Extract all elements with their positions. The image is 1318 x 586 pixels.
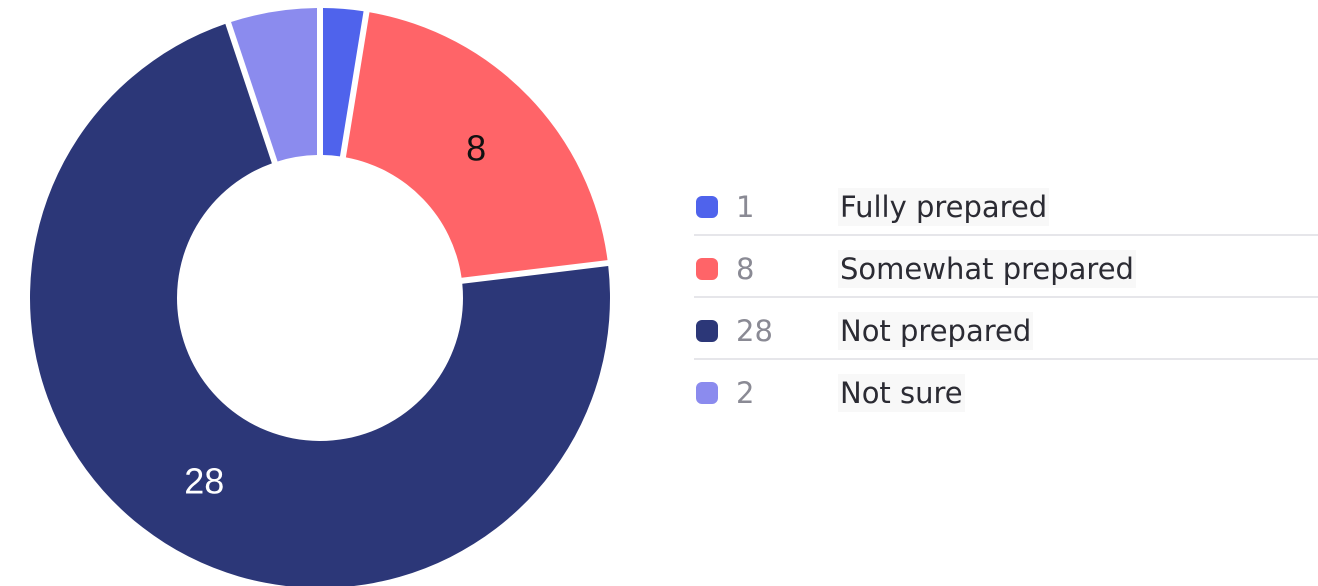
donut-slice-not-prepared[interactable] <box>30 23 610 586</box>
legend-value: 8 <box>736 252 755 286</box>
donut-slice-somewhat-prepared[interactable] <box>345 12 608 278</box>
legend-value: 2 <box>736 376 755 410</box>
legend-item-somewhat-prepared[interactable]: 8 Somewhat prepared <box>694 236 1318 298</box>
legend-label: Not sure <box>838 374 965 412</box>
slice-data-label: 8 <box>466 128 486 169</box>
legend-swatch <box>696 382 718 404</box>
legend-swatch <box>696 320 718 342</box>
legend-item-fully-prepared[interactable]: 1 Fully prepared <box>694 174 1318 236</box>
donut-slice-fully-prepared[interactable] <box>322 8 364 157</box>
legend-swatch <box>696 196 718 218</box>
legend-item-not-prepared[interactable]: 28 Not prepared <box>694 298 1318 360</box>
slice-data-label: 28 <box>184 460 224 501</box>
legend-label: Not prepared <box>838 312 1034 350</box>
legend-label: Somewhat prepared <box>838 250 1136 288</box>
chart-legend: 1 Fully prepared 8 Somewhat prepared 28 … <box>694 174 1318 422</box>
legend-value: 28 <box>736 314 773 348</box>
legend-swatch <box>696 258 718 280</box>
donut-chart: 8 28 <box>30 8 610 586</box>
legend-label: Fully prepared <box>838 188 1050 226</box>
legend-value: 1 <box>736 190 755 224</box>
donut-slice-not-sure[interactable] <box>231 8 318 162</box>
legend-item-not-sure[interactable]: 2 Not sure <box>694 360 1318 422</box>
